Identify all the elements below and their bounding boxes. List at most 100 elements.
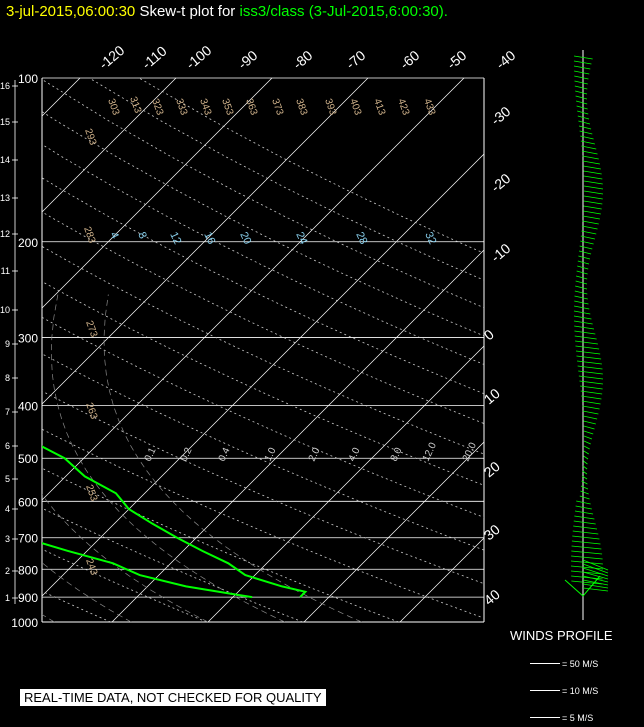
wind-barb [577,260,590,265]
theta-label: 293 [82,127,98,147]
wind-barb [575,95,588,100]
theta-label: 243 [83,557,99,577]
km-label: 3 [5,534,10,544]
theta-label: 303 [105,97,121,117]
dry-adiabat [42,281,484,486]
moist-adiabat [42,494,209,622]
isotherm [42,78,465,501]
temp-label-top: -60 [397,47,423,72]
wind-barb [577,360,602,365]
theta-label: 263 [83,401,99,421]
isotherm [42,78,273,309]
wind-barb [570,565,604,570]
wind-barb [571,570,603,575]
dry-adiabat [89,78,484,281]
wind-barb [574,295,588,300]
wind-barb [581,475,588,480]
wind-barb [574,320,593,325]
wind-barb [579,245,593,250]
wind-barb [577,365,603,370]
wind-barb [580,235,595,240]
wind-legend-5: = 5 M/S [530,713,593,723]
theta-label: 323 [149,97,165,117]
wind-barb [581,480,588,485]
km-label: 5 [5,474,10,484]
theta-label: 433 [421,97,437,117]
wind-barb [582,160,600,165]
pressure-label: 100 [18,72,38,86]
wind-barb [582,575,601,597]
theta-label: 353 [219,97,235,117]
wind-barb [575,285,588,290]
title-when: (3-Jul-2015,6:00:30). [308,3,448,20]
wind-barb [571,545,602,550]
wind-barb [574,80,588,85]
dry-adiabat [42,428,484,619]
wind-barb [583,165,601,170]
pressure-label: 200 [18,236,38,250]
wind-barb [573,315,592,320]
wind-barb [578,120,591,125]
temp-label-top: -110 [139,43,170,73]
wind-barb [573,65,591,70]
wind-barb [581,150,598,155]
wind-barb [575,90,588,95]
km-label: 14 [0,155,10,165]
wind-barb [583,430,594,435]
isotherm [496,78,644,622]
isotherm [42,153,484,597]
wind-barb [578,255,591,260]
km-label: 7 [5,407,10,417]
theta-label: 373 [269,97,285,117]
wind-barb [582,575,609,583]
saturated-label: 20.0 [461,441,479,464]
wind-barb [572,530,599,535]
isotherm [42,78,177,213]
km-label: 1 [5,593,10,603]
wind-barb [575,340,598,345]
km-label: 8 [5,373,10,383]
wind-barb [576,275,588,280]
wind-barb [582,563,609,574]
saturated-label: 0.1 [143,446,159,464]
dry-adiabat [42,316,484,518]
wind-barb [574,85,588,90]
wind-barb [580,240,594,245]
title-date: 3-jul-2015,06:00:30 [6,3,136,20]
dry-adiabat [42,467,399,622]
dry-adiabat [42,143,484,365]
wind-barb [583,170,602,175]
wind-barb [573,525,598,530]
dry-adiabat [138,78,484,254]
saturated-label: 1.0 [263,446,279,464]
theta-label: 363 [243,97,259,117]
km-label: 6 [5,441,10,451]
wind-barb [573,520,596,525]
saturated-label: 4.0 [347,446,363,464]
wind-barb [580,485,589,490]
wind-barb [580,135,594,140]
mixing-label: 20 [237,230,253,246]
wind-barb [578,250,592,255]
km-label: 11 [1,266,10,276]
wind-barb [583,420,596,425]
dry-adiabat [42,507,303,622]
temp-label-right: 0 [481,326,497,343]
wind-barb [581,400,601,405]
wind-barb [581,225,598,230]
wind-barb [576,270,588,275]
saturated-label: 12.0 [421,441,439,464]
wind-barb [575,345,600,350]
wind-barb [583,200,603,205]
wind-barb [582,405,600,410]
chart-title: 3-jul-2015,06:00:30 Skew-t plot for iss3… [6,3,448,20]
km-label: 4 [5,504,10,514]
temp-label-top: -100 [183,42,215,72]
wind-barb [573,310,591,315]
wind-barb [574,515,595,520]
wind-barb [579,495,590,500]
wind-barb [582,559,609,571]
mixing-label: 24 [293,230,309,246]
wind-barb [583,185,604,190]
wind-barb [574,305,590,310]
